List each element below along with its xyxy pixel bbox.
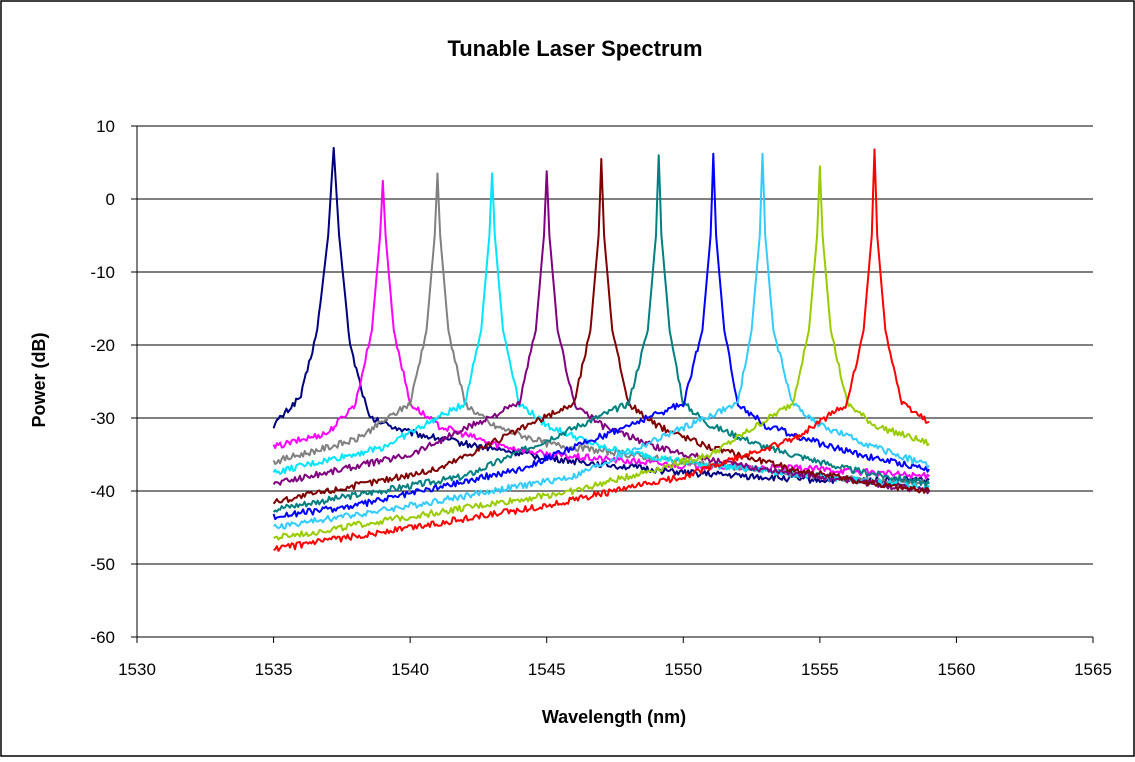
series-line-9: [273, 152, 930, 530]
chart-title: Tunable Laser Spectrum: [447, 36, 702, 61]
series-line-3: [272, 172, 930, 487]
axes: [131, 125, 1094, 643]
series-line-11: [273, 148, 930, 552]
y-tick-label: -60: [90, 628, 115, 647]
x-axis-label: Wavelength (nm): [542, 707, 686, 727]
y-tick-label: 0: [106, 190, 115, 209]
x-tick-label: 1545: [528, 660, 566, 679]
y-tick-label: 10: [96, 117, 115, 136]
x-tick-label: 1550: [664, 660, 702, 679]
y-axis-label: Power (dB): [29, 332, 49, 427]
series-line-2: [272, 179, 930, 480]
series-line-6: [272, 157, 930, 505]
y-tick-label: -10: [90, 263, 115, 282]
tick-labels: -60 -50 -40 -30 -20 -10 0 10 1530 1535 1540 1545 155…: [90, 117, 1111, 679]
x-tick-label: 1565: [1074, 660, 1112, 679]
gridlines: [137, 125, 1093, 565]
series-line-7: [272, 154, 930, 513]
series-line-5: [272, 170, 930, 495]
x-tick-label: 1560: [938, 660, 976, 679]
y-tick-label: -50: [90, 555, 115, 574]
series-lines: [272, 146, 930, 552]
x-tick-label: 1555: [801, 660, 839, 679]
x-tick-label: 1540: [391, 660, 429, 679]
series-line-4: [272, 172, 930, 491]
y-tick-label: -30: [90, 409, 115, 428]
series-line-8: [272, 152, 930, 521]
x-tick-label: 1530: [118, 660, 156, 679]
y-tick-label: -20: [90, 336, 115, 355]
x-tick-label: 1535: [255, 660, 293, 679]
series-line-1: [272, 146, 930, 485]
series-line-10: [273, 165, 930, 541]
y-tick-label: -40: [90, 482, 115, 501]
